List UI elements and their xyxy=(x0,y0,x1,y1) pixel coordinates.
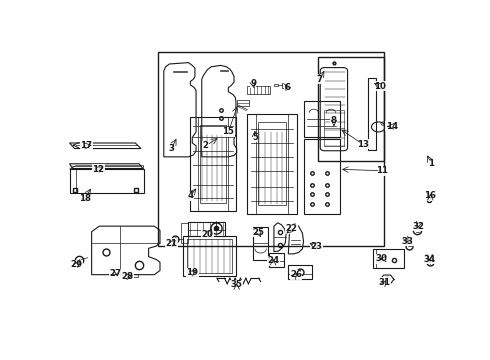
Text: 7: 7 xyxy=(317,75,322,84)
Text: 3: 3 xyxy=(169,144,174,153)
Text: 34: 34 xyxy=(423,255,436,264)
Text: 14: 14 xyxy=(386,122,398,131)
Text: 17: 17 xyxy=(80,141,93,150)
Bar xyxy=(274,84,278,86)
Text: 21: 21 xyxy=(166,239,177,248)
Bar xyxy=(200,125,226,203)
Bar xyxy=(118,273,124,278)
Bar xyxy=(183,236,236,276)
Bar xyxy=(187,239,232,273)
Text: 27: 27 xyxy=(109,269,121,278)
Text: 20: 20 xyxy=(201,230,213,239)
Bar xyxy=(158,51,384,246)
Text: 35: 35 xyxy=(231,280,243,289)
Text: 15: 15 xyxy=(222,127,234,136)
Text: 28: 28 xyxy=(122,272,134,281)
Bar xyxy=(269,253,284,267)
Bar xyxy=(281,82,288,87)
Text: 6: 6 xyxy=(284,83,290,92)
Bar xyxy=(372,249,404,268)
Bar xyxy=(131,274,138,278)
Text: 25: 25 xyxy=(253,228,265,237)
Bar xyxy=(181,222,188,243)
Bar xyxy=(247,86,270,94)
Text: 2: 2 xyxy=(202,141,209,150)
Bar xyxy=(303,102,340,138)
Text: 9: 9 xyxy=(250,79,256,88)
Bar xyxy=(324,110,344,146)
Text: 18: 18 xyxy=(79,194,91,203)
Text: 19: 19 xyxy=(186,268,198,277)
Bar xyxy=(303,139,340,214)
Text: 24: 24 xyxy=(267,256,279,265)
Text: 26: 26 xyxy=(290,270,302,279)
Text: 13: 13 xyxy=(357,140,369,149)
Text: 10: 10 xyxy=(374,82,386,91)
Bar xyxy=(368,78,376,150)
Text: 12: 12 xyxy=(93,165,104,174)
Text: 32: 32 xyxy=(412,222,424,231)
Bar xyxy=(288,265,312,279)
Bar xyxy=(70,169,144,193)
Text: 23: 23 xyxy=(311,242,322,251)
Bar xyxy=(318,57,384,161)
Text: 16: 16 xyxy=(424,191,437,200)
Bar xyxy=(247,114,297,214)
Text: 5: 5 xyxy=(252,133,258,142)
Text: 11: 11 xyxy=(376,166,388,175)
Bar xyxy=(189,222,224,236)
Text: 33: 33 xyxy=(402,237,414,246)
Text: 4: 4 xyxy=(187,191,194,200)
Text: 31: 31 xyxy=(379,278,391,287)
Bar xyxy=(237,100,249,107)
Bar xyxy=(190,117,236,211)
Text: 30: 30 xyxy=(375,255,387,264)
Bar xyxy=(258,122,286,205)
Text: 8: 8 xyxy=(331,116,337,125)
Text: 29: 29 xyxy=(71,261,82,269)
Text: 22: 22 xyxy=(286,224,298,233)
Bar xyxy=(253,227,268,260)
Text: 1: 1 xyxy=(429,159,435,168)
